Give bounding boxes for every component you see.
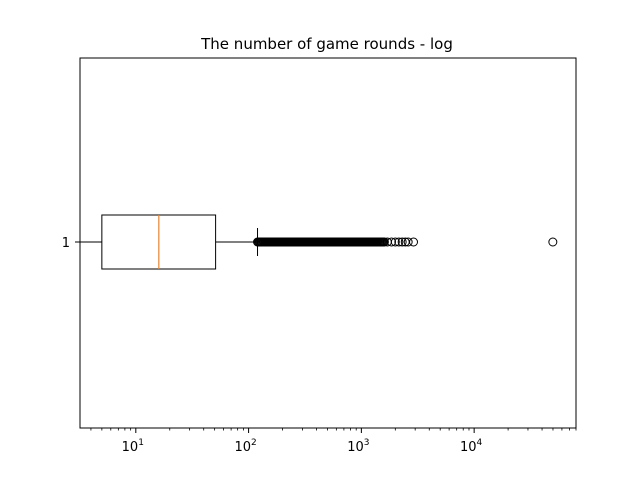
x-tick-label-base: 10 <box>122 440 139 455</box>
y-tick-label: 1 <box>62 236 70 251</box>
chart-marks <box>80 214 558 270</box>
x-tick-label: 101 <box>122 438 144 455</box>
x-tick-label-exponent: 2 <box>251 438 257 448</box>
outlier-point <box>403 237 413 247</box>
x-tick-label-base: 10 <box>234 440 251 455</box>
x-tick-label-base: 10 <box>347 440 364 455</box>
outlier-point <box>390 237 400 247</box>
x-axis: 101 102 103 104 <box>90 428 577 455</box>
x-tick-label-exponent: 4 <box>477 438 483 448</box>
outlier-point <box>387 237 397 247</box>
y-axis: 1 <box>62 236 80 251</box>
outlier-point <box>397 237 407 247</box>
x-tick-label: 102 <box>234 438 256 455</box>
x-tick-label-exponent: 1 <box>138 438 144 448</box>
chart-title: The number of game rounds - log <box>200 35 453 53</box>
x-tick-label-base: 10 <box>460 440 477 455</box>
plot-area-frame <box>79 57 577 429</box>
outlier-point <box>409 237 419 247</box>
x-tick-label-exponent: 3 <box>364 438 370 448</box>
outlier-point <box>379 237 389 247</box>
outlier-point <box>394 237 404 247</box>
x-tick-label: 104 <box>460 438 483 455</box>
x-tick-label: 103 <box>347 438 369 455</box>
outlier-point <box>548 237 558 247</box>
